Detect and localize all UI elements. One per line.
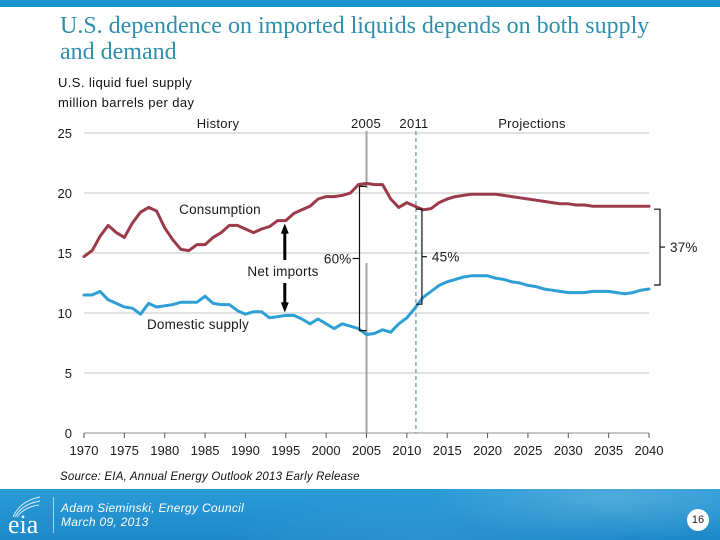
x-tick-label: 2005 — [352, 443, 381, 458]
logo-swoosh-icon — [12, 496, 41, 518]
x-tick-label: 2020 — [473, 443, 502, 458]
y-axis-tick-labels: 0 5 10 15 20 25 — [58, 126, 72, 441]
y-tick-label: 5 — [65, 366, 72, 381]
import-share-label: 45% — [432, 250, 460, 265]
reference-lines — [365, 131, 417, 433]
x-axis: 1970 1975 1980 1985 1990 1995 2000 2005 2010 2015… — [70, 432, 664, 458]
arrow-down-head-icon — [280, 302, 289, 313]
import-share-bracket-2011: 45% — [415, 208, 460, 305]
x-tick-label: 2015 — [433, 443, 462, 458]
y-tick-label: 0 — [65, 426, 72, 441]
page-number: 16 — [687, 509, 709, 531]
x-tick-label: 1970 — [70, 443, 99, 458]
top-accent-bar — [0, 0, 720, 7]
reference-label-2011: 2011 — [399, 116, 428, 131]
import-share-label: 60% — [324, 252, 352, 267]
y-tick-label: 10 — [58, 306, 72, 321]
x-tick-label: 2000 — [312, 443, 341, 458]
x-tick-label: 2030 — [554, 443, 583, 458]
reference-label-2005: 2005 — [351, 116, 381, 131]
x-tick-label: 2035 — [594, 443, 623, 458]
y-tick-label: 15 — [58, 246, 72, 261]
footer-text: Adam Sieminski, Energy Council March 09,… — [61, 501, 244, 529]
x-tick-label: 1985 — [191, 443, 220, 458]
chart-title: U.S. liquid fuel supply — [58, 75, 193, 90]
chart-heading: U.S. liquid fuel supply million barrels … — [58, 73, 194, 113]
chart-units: million barrels per day — [58, 95, 195, 110]
x-tick-label: 2010 — [392, 443, 421, 458]
presenter-name: Adam Sieminski, Energy Council — [61, 501, 245, 515]
logo-swoosh-icon — [16, 504, 40, 518]
logo-text: eia — [8, 510, 39, 537]
bracket-shape — [358, 185, 367, 332]
domestic-supply-label: Domestic supply — [147, 317, 249, 332]
footer-divider — [53, 497, 54, 533]
bracket-shape — [415, 208, 423, 305]
import-share-bracket-2005: 60% — [324, 185, 367, 332]
consumption-line — [82, 181, 651, 259]
series-lines — [82, 181, 651, 337]
footer-band: eia Adam Sieminski, Energy Council March… — [0, 489, 720, 540]
source-note: Source: EIA, Annual Energy Outlook 2013 … — [60, 471, 360, 483]
import-share-label: 37% — [670, 240, 698, 255]
period-label-history: History — [197, 116, 240, 131]
y-tick-label: 25 — [58, 126, 72, 141]
presentation-date: March 09, 2013 — [61, 515, 149, 529]
x-tick-label: 1990 — [231, 443, 260, 458]
eia-logo: eia — [8, 496, 41, 537]
arrow-up-head-icon — [280, 223, 289, 234]
x-tick-label: 1995 — [271, 443, 300, 458]
slide-title: U.S. dependence on imported liquids depe… — [60, 13, 650, 65]
import-share-bracket-2040: 37% — [654, 208, 698, 286]
y-tick-label: 20 — [58, 186, 72, 201]
logo-swoosh-icon — [14, 500, 41, 518]
period-label-projections: Projections — [498, 116, 566, 131]
x-tick-label: 1975 — [110, 443, 139, 458]
x-tick-label: 2040 — [635, 443, 664, 458]
bracket-shape — [654, 208, 661, 286]
import-share-brackets: 60% 45% 37% — [324, 185, 698, 332]
net-imports-arrows — [280, 223, 289, 313]
consumption-label: Consumption — [179, 202, 261, 217]
x-tick-label: 2025 — [513, 443, 542, 458]
net-imports-label: Net imports — [247, 264, 318, 279]
domestic-supply-line — [82, 274, 651, 337]
x-tick-label: 1980 — [150, 443, 179, 458]
